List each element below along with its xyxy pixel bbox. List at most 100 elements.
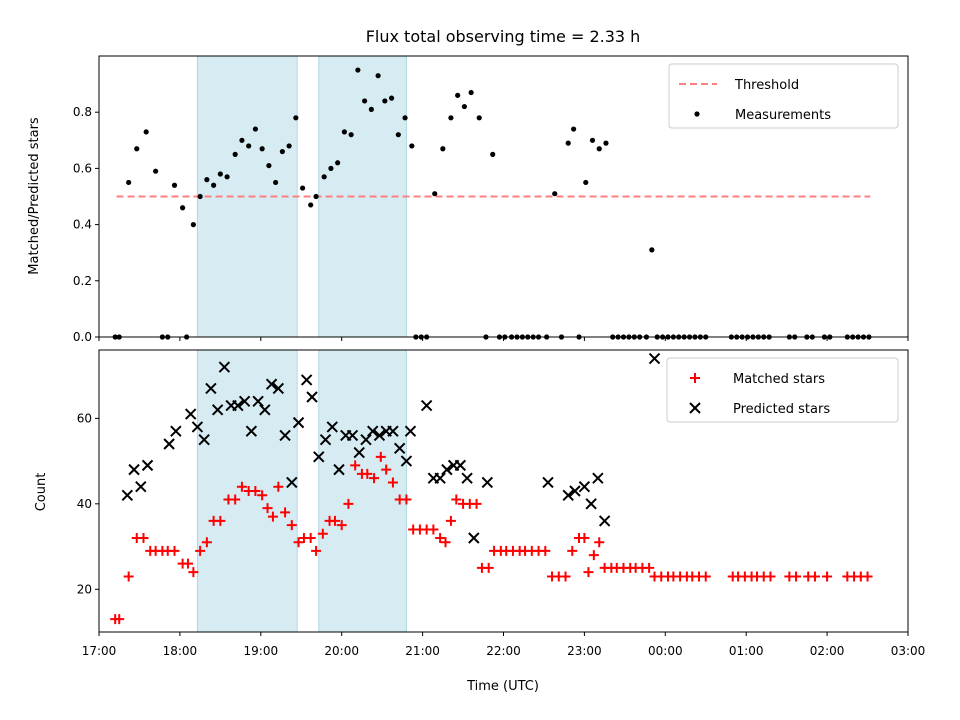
measurement-point xyxy=(382,98,388,104)
matched-star-point xyxy=(257,490,268,501)
legend-label: Matched stars xyxy=(733,372,825,387)
matched-star-point xyxy=(236,481,247,492)
measurement-point xyxy=(321,174,327,180)
measurement-point xyxy=(299,185,306,191)
legend-label: Threshold xyxy=(734,78,799,93)
matched-star-point xyxy=(401,494,412,505)
x-tick-label: 03:00 xyxy=(891,644,926,658)
matched-star-point xyxy=(188,567,199,578)
predicted-star-point xyxy=(542,476,554,489)
measurement-point xyxy=(596,146,602,152)
measurement-point xyxy=(409,143,415,149)
predicted-star-point xyxy=(198,434,210,446)
y-tick-label: 0.8 xyxy=(73,105,92,119)
matched-star-point xyxy=(583,567,594,578)
predicted-star-point xyxy=(232,399,244,412)
matched-star-point xyxy=(862,571,873,582)
matched-star-point xyxy=(451,494,462,505)
measurement-point xyxy=(153,168,159,174)
legend-box xyxy=(668,63,899,129)
predicted-star-point xyxy=(272,382,285,395)
predicted-star-point xyxy=(170,425,182,437)
predicted-star-point xyxy=(346,429,359,442)
measurement-point xyxy=(211,182,217,188)
measurement-point xyxy=(476,115,482,121)
predicted-star-point xyxy=(245,425,258,437)
measurement-point xyxy=(455,92,461,98)
matched-star-point xyxy=(317,528,328,539)
predicted-star-point xyxy=(313,451,325,463)
x-tick-label: 21:00 xyxy=(405,644,440,658)
matched-star-point xyxy=(375,451,386,462)
predicted-star-point xyxy=(163,438,175,450)
predicted-star-point xyxy=(292,416,305,429)
measurement-point xyxy=(239,137,245,143)
measurement-point xyxy=(565,140,571,146)
predicted-star-point xyxy=(562,489,574,501)
measurement-point xyxy=(388,95,395,101)
matched-star-point xyxy=(381,464,392,475)
predicted-star-point xyxy=(404,425,417,437)
predicted-star-point xyxy=(569,485,581,497)
predicted-star-point xyxy=(393,442,406,454)
predicted-star-point xyxy=(373,429,386,442)
measurement-point xyxy=(143,129,149,135)
matched-star-point xyxy=(822,571,833,582)
predicted-star-point xyxy=(300,374,313,386)
predicted-star-point xyxy=(387,425,399,437)
measurement-point xyxy=(308,202,314,208)
top-y-axis-label: Matched/Predicted stars xyxy=(27,117,42,275)
measurement-point xyxy=(259,146,265,152)
matched-star-point xyxy=(594,537,605,548)
y-tick-label: 0.4 xyxy=(73,218,92,232)
predicted-star-point xyxy=(306,391,318,403)
x-axis-label: Time (UTC) xyxy=(466,679,539,694)
measurement-point xyxy=(448,115,454,121)
measurement-point xyxy=(335,160,341,166)
matched-star-point xyxy=(336,520,347,531)
y-tick-label: 40 xyxy=(77,497,92,511)
y-tick-label: 0.2 xyxy=(73,274,92,288)
matched-star-point xyxy=(114,614,125,625)
y-tick-label: 60 xyxy=(77,411,92,425)
measurement-point xyxy=(603,140,609,146)
matched-star-point xyxy=(483,562,494,573)
predicted-star-point xyxy=(121,489,134,501)
x-tick-label: 23:00 xyxy=(567,644,602,658)
matched-star-point xyxy=(138,533,149,543)
matched-star-point xyxy=(579,533,590,543)
predicted-star-point xyxy=(265,378,278,390)
measurement-point xyxy=(224,174,230,180)
x-tick-label: 02:00 xyxy=(810,644,845,658)
matched-star-point xyxy=(311,545,322,556)
matched-star-point xyxy=(329,515,340,526)
matched-star-point xyxy=(362,468,373,479)
x-tick-label: 22:00 xyxy=(486,644,521,658)
measurement-point xyxy=(468,89,474,96)
matched-star-point xyxy=(700,571,711,582)
measurement-point xyxy=(328,165,334,171)
matched-star-point xyxy=(201,537,212,548)
predicted-star-point xyxy=(333,463,345,476)
y-tick-label: 20 xyxy=(77,582,92,596)
measurement-point xyxy=(432,191,438,197)
legend-matched-swatch xyxy=(690,373,700,383)
measurement-point xyxy=(126,179,132,186)
predicted-star-point xyxy=(238,395,251,407)
measurement-point xyxy=(279,148,285,155)
matched-star-point xyxy=(182,558,193,569)
predicted-star-point xyxy=(252,395,264,407)
matched-star-point xyxy=(809,571,820,582)
y-tick-label: 0.0 xyxy=(73,330,92,344)
measurement-point xyxy=(341,129,347,135)
predicted-star-point xyxy=(326,421,338,433)
measurement-point xyxy=(402,115,408,121)
shaded-interval xyxy=(318,349,407,633)
matched-star-point xyxy=(765,571,776,582)
predicted-star-point xyxy=(420,399,433,412)
matched-star-point xyxy=(195,545,206,556)
bottom-panel: 20 40 60 17:00 18:00 19:00 20:00 21:00 22:00 23:0… xyxy=(77,349,926,658)
matched-star-point xyxy=(644,562,655,573)
predicted-star-point xyxy=(400,455,413,467)
